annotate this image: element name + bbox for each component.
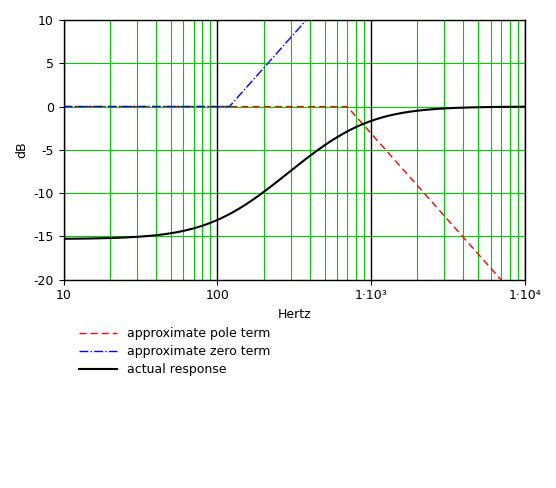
Y-axis label: dB: dB xyxy=(15,142,28,158)
Legend: approximate pole term, approximate zero term, actual response: approximate pole term, approximate zero … xyxy=(79,327,270,376)
X-axis label: Hertz: Hertz xyxy=(277,308,311,321)
